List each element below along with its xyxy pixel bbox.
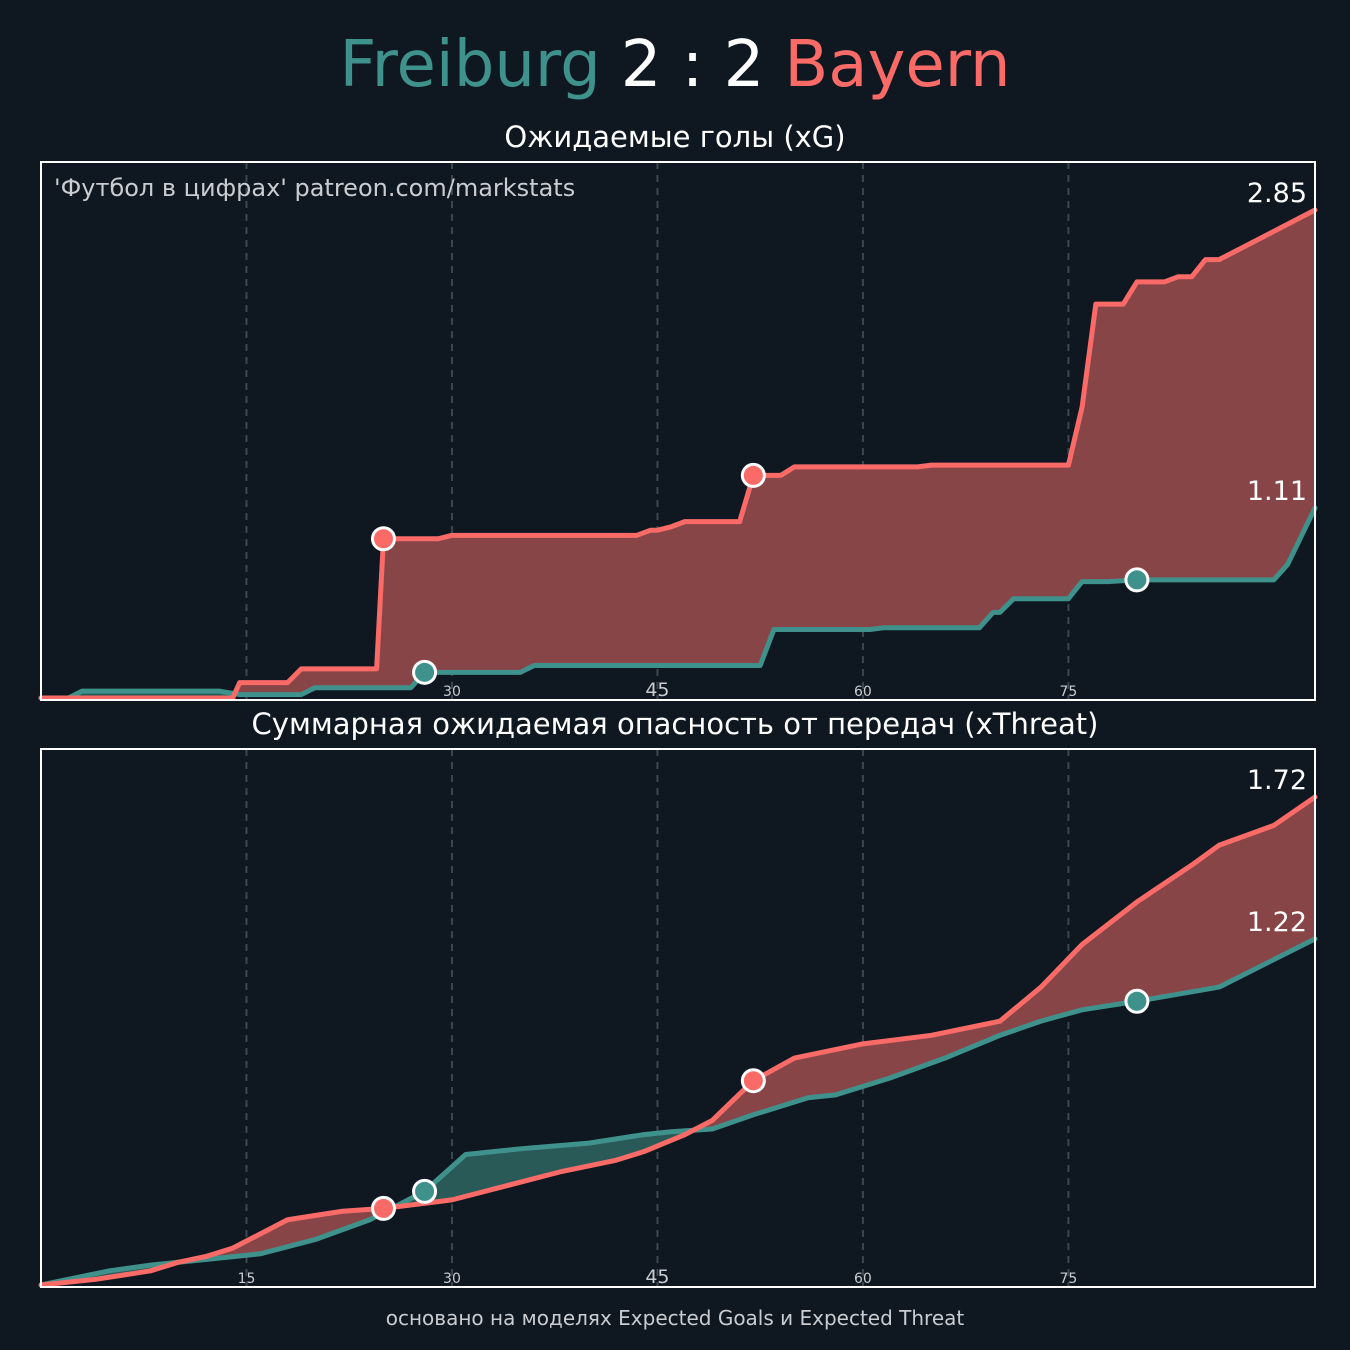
end-label-home: 1.11 [1247,476,1307,507]
away-lead-area [695,797,1315,1131]
end-label-home: 1.22 [1247,907,1307,938]
xt-chart-title: Суммарная ожидаемая опасность от передач… [251,707,1099,741]
goal-marker-0 [370,1195,396,1221]
match-title: Freiburg 2 : 2 Bayern [0,28,1350,102]
x-tick-label-75: 75 [1060,684,1078,700]
end-label-away: 2.85 [1247,178,1307,209]
x-tick-label-75: 75 [1060,1271,1078,1287]
match-score: 2 : 2 [620,28,765,102]
goal-marker-3 [1124,988,1150,1014]
away-lead-area [235,210,1315,695]
home-team-name: Freiburg [339,28,601,102]
end-label-away: 1.72 [1247,765,1307,796]
x-tick-label-60: 60 [854,684,872,700]
xt-away-xg-line [38,794,1318,1288]
goal-marker-3 [1124,567,1150,593]
chart-frame [40,748,1316,1288]
home-lead-area [398,1129,696,1207]
away-lead-area [177,1204,399,1263]
x-tick-label-60: 60 [854,1271,872,1287]
xt-home-xg-line [38,936,1318,1288]
x-tick-label-30: 30 [443,684,461,700]
chart-frame [40,161,1316,701]
xg-chart: 15304560752.851.11'Футбол в цифрах' patr… [38,161,1318,701]
goal-marker-0 [370,526,396,552]
x-tick-label-15: 15 [238,1271,256,1287]
x-tick-label-45: 45 [645,679,669,701]
xt-chart: 15 30 45 60 75 1.72 1.22 [38,748,1318,1288]
goal-marker-2 [740,1068,766,1094]
x-tick-label-30: 30 [443,1271,461,1287]
goal-marker-2 [740,462,766,488]
goal-marker-1 [412,659,438,685]
goal-marker-1 [412,1178,438,1204]
away-team-name: Bayern [784,28,1011,102]
footer-note: основано на моделях Expected Goals и Exp… [385,1306,965,1330]
x-tick-label-45: 45 [645,1266,669,1288]
home-xg-line [38,505,1318,701]
xg-chart-title: Ожидаемые голы (xG) [504,120,846,154]
watermark-text: 'Футбол в цифрах' patreon.com/markstats [54,174,575,202]
